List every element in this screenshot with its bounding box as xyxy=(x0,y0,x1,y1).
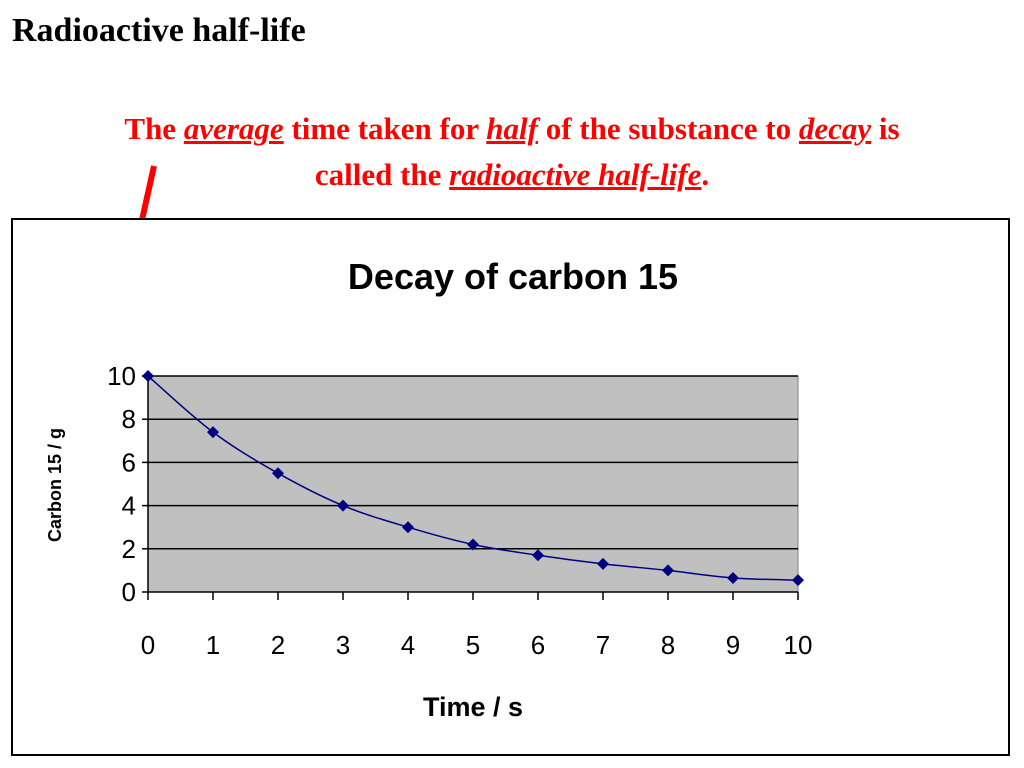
definition-emphasis: average xyxy=(183,111,284,146)
data-point-marker xyxy=(727,571,739,584)
definition-run: . xyxy=(701,157,710,192)
x-tick-label: 3 xyxy=(336,630,350,660)
y-tick-label: 4 xyxy=(122,491,136,521)
x-tick-labels: 0 1 2 3 4 5 6 7 8 9 10 xyxy=(141,630,813,660)
definition-run: The xyxy=(124,111,184,146)
definition-text: The average time taken for half of the s… xyxy=(0,106,1024,198)
slide-title: Radioactive half-life xyxy=(12,12,306,49)
plot-area xyxy=(147,375,799,593)
x-tick-label: 0 xyxy=(141,630,155,660)
x-tick-label: 4 xyxy=(401,630,415,660)
definition-run: called the xyxy=(314,157,450,192)
x-tick-label: 6 xyxy=(531,630,545,660)
x-tick-label: 10 xyxy=(784,630,813,660)
data-point-marker xyxy=(337,499,349,512)
data-point-marker xyxy=(597,557,609,570)
x-tick-label: 8 xyxy=(661,630,675,660)
x-tick-label: 2 xyxy=(271,630,285,660)
definition-emphasis: half xyxy=(486,111,538,146)
data-point-marker xyxy=(142,370,154,382)
y-tick-label: 10 xyxy=(107,361,136,391)
definition-line-2: called the radioactive half-life. xyxy=(0,152,1024,198)
y-tick-label: 8 xyxy=(122,404,136,434)
y-tick-label: 2 xyxy=(122,534,136,564)
y-tick-labels: 0 2 4 6 8 10 xyxy=(107,361,136,607)
y-tick-label: 6 xyxy=(122,447,136,477)
data-point-marker xyxy=(662,564,674,577)
definition-emphasis: decay xyxy=(798,111,872,146)
x-tick-label: 5 xyxy=(466,630,480,660)
chart-title: Decay of carbon 15 xyxy=(348,256,678,297)
definition-emphasis: radioactive half-life xyxy=(449,157,702,192)
y-axis-label: Carbon 15 / g xyxy=(45,428,65,542)
chart-frame: Decay of carbon 15 0 1 2 3 4 5 6 7 8 9 10 0 2 4 6 8 10 … xyxy=(11,218,1010,756)
x-tick-label: 7 xyxy=(596,630,610,660)
x-tick-label: 9 xyxy=(726,630,740,660)
pointer-line xyxy=(139,165,157,221)
data-point-marker xyxy=(792,574,804,587)
data-point-marker xyxy=(402,521,414,534)
y-tick-label: 0 xyxy=(122,577,136,607)
x-axis-label: Time / s xyxy=(423,692,523,722)
data-point-marker xyxy=(207,426,219,439)
definition-run: of the substance to xyxy=(537,111,799,146)
definition-run: time taken for xyxy=(283,111,487,146)
data-point-marker xyxy=(272,467,284,480)
definition-run: is xyxy=(871,111,900,146)
data-point-marker xyxy=(532,549,544,562)
x-tick-label: 1 xyxy=(206,630,220,660)
definition-line-1: The average time taken for half of the s… xyxy=(0,106,1024,152)
series-markers xyxy=(142,370,804,587)
data-point-marker xyxy=(467,538,479,551)
decay-chart: Decay of carbon 15 0 1 2 3 4 5 6 7 8 9 10 0246810 … xyxy=(45,256,813,722)
